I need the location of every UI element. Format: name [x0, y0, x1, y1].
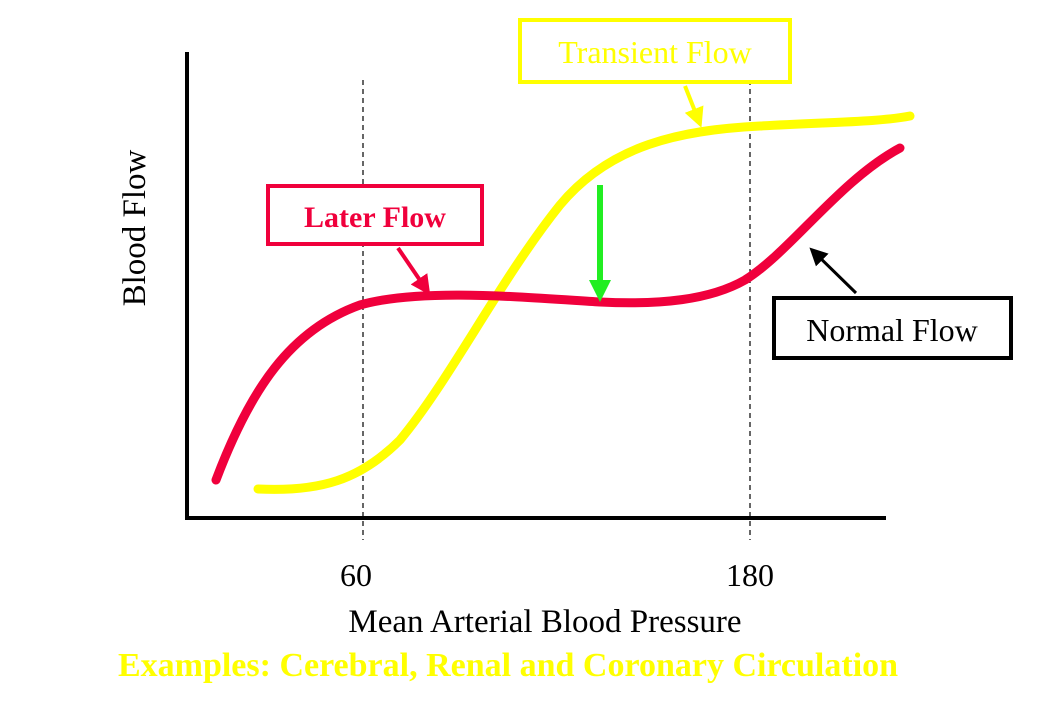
transient-flow-box	[518, 18, 792, 84]
later-flow-label: Later Flow	[304, 201, 446, 234]
transient-flow-pointer	[683, 85, 704, 128]
normal-flow-pointer	[809, 247, 858, 295]
x-tick-180: 180	[726, 557, 774, 593]
green-arrow-head	[589, 280, 611, 302]
later-flow-box	[266, 184, 484, 246]
later-flow-pointer	[396, 246, 431, 296]
normal-flow-label: Normal Flow	[806, 312, 978, 348]
y-axis-label: Blood Flow	[117, 149, 153, 306]
x-axis-label: Mean Arterial Blood Pressure	[348, 604, 741, 640]
transient-flow-curve	[253, 111, 915, 494]
caption: Examples: Cerebral, Renal and Coronary C…	[118, 647, 898, 684]
transient-flow-label: Transient Flow	[558, 34, 752, 70]
x-tick-60: 60	[340, 557, 372, 593]
normal-flow-box	[772, 296, 1013, 360]
later-flow-curve	[211, 143, 905, 485]
